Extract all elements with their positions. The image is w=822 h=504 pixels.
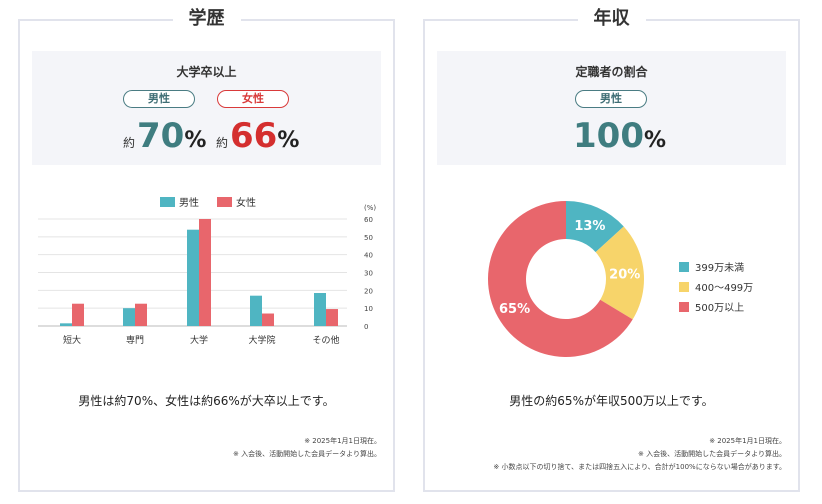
bar (123, 308, 135, 326)
female-rate-prefix: 約 (216, 136, 229, 150)
bar (199, 219, 211, 326)
legend-swatch (160, 197, 175, 207)
bar (262, 313, 274, 326)
donut-slice (566, 201, 624, 253)
x-tick-label: 大学 (190, 334, 208, 346)
legend-label: 400〜499万 (695, 283, 753, 294)
donut-slice (488, 201, 633, 357)
legend-swatch (679, 302, 689, 312)
male-rate-unit: % (184, 128, 207, 153)
female-rate-value: 66 (230, 116, 278, 156)
income-summary: 定職者の割合 男性 100% (437, 51, 786, 165)
y-tick-label: 60 (364, 216, 373, 224)
y-tick-label: 20 (364, 287, 373, 295)
legend-label: 500万以上 (695, 302, 744, 314)
slice-label: 13% (574, 219, 605, 234)
bar (187, 229, 199, 326)
legend-swatch (679, 282, 689, 292)
legend-swatch (679, 262, 689, 272)
income-note: ※ 入会後、活動開始した会員データより算出。 (638, 450, 786, 458)
employment-rate: 100% (573, 113, 666, 159)
income-caption: 男性の約65%が年収500万以上です。 (509, 394, 714, 408)
donut-slice (595, 226, 644, 320)
male-badge: 男性 (123, 90, 195, 108)
bar (72, 303, 84, 326)
education-summary: 大学卒以上 男性 女性 約70% 約66% (32, 51, 381, 165)
income-note: ※ 小数点以下の切り捨て、または四捨五入により、合計が100%にならない場合があ… (493, 463, 786, 471)
education-notes: ※ 2025年1月1日現在。 ※ 入会後、活動開始した会員データより算出。 (233, 435, 381, 461)
employment-rate-unit: % (643, 128, 667, 153)
y-tick-label: 0 (364, 323, 368, 331)
bar (314, 293, 326, 326)
income-male-badge: 男性 (575, 90, 647, 108)
legend-label: 女性 (236, 196, 256, 209)
education-title: 学歴 (172, 7, 241, 31)
income-donut-chart: 13% 20% 65% 399万未満 400〜499万 500万以上 (488, 201, 753, 357)
education-note: ※ 2025年1月1日現在。 (304, 437, 381, 445)
female-rate-unit: % (277, 128, 300, 153)
employment-rate-value: 100 (573, 116, 644, 156)
legend-label: 男性 (179, 196, 199, 209)
legend-label: 399万未満 (695, 262, 744, 274)
x-tick-label: 大学院 (248, 334, 275, 346)
slice-label: 65% (499, 302, 530, 317)
income-panel: 年収 定職者の割合 男性 100% 13% 20% 65% 399万未満 400〜499… (423, 7, 800, 492)
x-tick-label: その他 (312, 334, 339, 346)
y-tick-label: 50 (364, 234, 373, 242)
female-badge: 女性 (217, 90, 289, 108)
slice-label: 20% (609, 267, 640, 282)
y-tick-label: 30 (364, 270, 373, 278)
y-unit-label: (%) (364, 204, 376, 212)
income-title: 年収 (577, 7, 646, 31)
bar (60, 323, 72, 326)
male-rate: 約70% (123, 113, 206, 159)
bar (135, 303, 147, 326)
legend-swatch (217, 197, 232, 207)
income-notes: ※ 2025年1月1日現在。 ※ 入会後、活動開始した会員データより算出。 ※ … (493, 435, 786, 474)
income-note: ※ 2025年1月1日現在。 (709, 437, 786, 445)
female-rate: 約66% (216, 113, 299, 159)
male-rate-value: 70 (137, 116, 185, 156)
education-bar-chart: 男性 女性 (%) 0 10 20 30 40 50 60 短大 専門 大学 大学院 その他 (38, 196, 376, 346)
y-tick-label: 40 (364, 252, 373, 260)
education-summary-title: 大学卒以上 (176, 65, 237, 79)
income-summary-title: 定職者の割合 (575, 65, 648, 79)
x-tick-label: 短大 (63, 334, 81, 346)
education-note: ※ 入会後、活動開始した会員データより算出。 (233, 450, 381, 458)
x-tick-label: 専門 (126, 334, 144, 346)
education-caption: 男性は約70%、女性は約66%が大卒以上です。 (78, 394, 335, 408)
y-tick-label: 10 (364, 305, 373, 313)
male-rate-prefix: 約 (123, 136, 136, 150)
education-panel: 学歴 大学卒以上 男性 女性 約70% 約66% 男性 女性 (%) 0 10 20 30 4… (18, 7, 395, 492)
bar (250, 295, 262, 326)
bar (326, 309, 338, 326)
